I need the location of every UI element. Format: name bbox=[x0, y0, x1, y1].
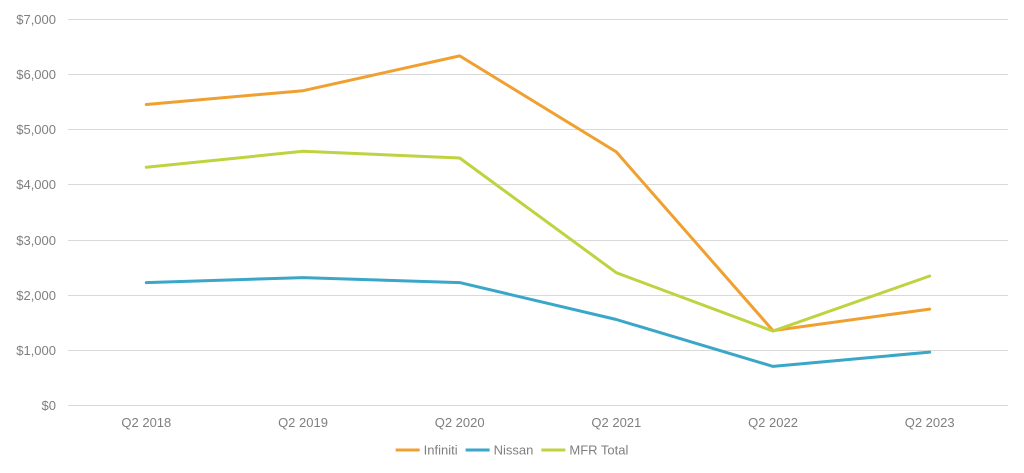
y-tick-label: $7,000 bbox=[16, 12, 56, 27]
y-tick-label: $2,000 bbox=[16, 288, 56, 303]
series-lines bbox=[144, 54, 932, 368]
y-tick-label: $4,000 bbox=[16, 177, 56, 192]
gridlines bbox=[68, 19, 1008, 406]
legend: Infiniti Nissan MFR Total bbox=[395, 443, 628, 458]
x-tick-label: Q2 2022 bbox=[748, 415, 798, 430]
legend-item-infiniti: Infiniti bbox=[395, 443, 458, 458]
legend-label: MFR Total bbox=[569, 443, 628, 458]
x-tick-label: Q2 2018 bbox=[121, 415, 171, 430]
x-tick-label: Q2 2019 bbox=[278, 415, 328, 430]
y-tick-label: $0 bbox=[42, 398, 56, 413]
x-axis-ticks: Q2 2018 Q2 2019 Q2 2020 Q2 2021 Q2 2022 Q2 20… bbox=[121, 415, 954, 430]
series-line-nissan bbox=[144, 276, 932, 368]
legend-label: Nissan bbox=[494, 443, 534, 458]
legend-label: Infiniti bbox=[424, 443, 458, 458]
x-tick-label: Q2 2020 bbox=[435, 415, 485, 430]
y-tick-label: $6,000 bbox=[16, 67, 56, 82]
x-tick-label: Q2 2021 bbox=[591, 415, 641, 430]
y-tick-label: $3,000 bbox=[16, 233, 56, 248]
legend-item-nissan: Nissan bbox=[465, 443, 534, 458]
legend-item-mfr-total: MFR Total bbox=[541, 443, 628, 458]
y-axis-ticks: $0 $1,000 $2,000 $3,000 $4,000 $5,000 $6,000 $7… bbox=[16, 12, 56, 413]
series-line-mfr-total bbox=[144, 149, 932, 333]
series-line-infiniti bbox=[144, 54, 932, 333]
y-tick-label: $1,000 bbox=[16, 343, 56, 358]
x-tick-label: Q2 2023 bbox=[905, 415, 955, 430]
y-tick-label: $5,000 bbox=[16, 122, 56, 137]
